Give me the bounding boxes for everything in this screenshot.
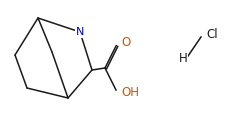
Text: OH: OH	[121, 87, 139, 99]
Text: Cl: Cl	[206, 29, 218, 42]
Text: N: N	[76, 27, 84, 37]
Text: H: H	[179, 52, 187, 64]
Text: O: O	[121, 35, 130, 49]
